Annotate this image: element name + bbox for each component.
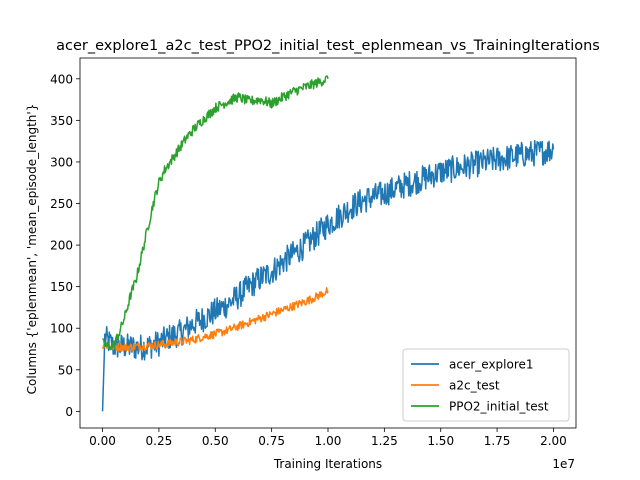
y-tick-label: 100 bbox=[50, 322, 73, 336]
y-tick-label: 250 bbox=[50, 197, 73, 211]
x-axis-offset-label: 1e7 bbox=[552, 457, 575, 471]
y-tick-label: 200 bbox=[50, 239, 73, 253]
chart-title: acer_explore1_a2c_test_PPO2_initial_test… bbox=[56, 38, 600, 54]
x-tick-label: 0.50 bbox=[202, 434, 229, 448]
y-tick-label: 150 bbox=[50, 280, 73, 294]
series-line-acer_explore1 bbox=[101, 139, 555, 412]
y-tick-label: 400 bbox=[50, 72, 73, 86]
axes: 0.00 0.25 0.50 0.75 1.00 1.25 1.50 1.75 2.00 0 50 1… bbox=[50, 57, 577, 448]
legend: acer_explore1 a2c_test PPO2_initial_test bbox=[402, 348, 570, 422]
x-tick-label: 2.00 bbox=[540, 434, 567, 448]
legend-label: PPO2_initial_test bbox=[449, 400, 549, 414]
legend-label: acer_explore1 bbox=[449, 358, 534, 372]
x-axis-label: Training Iterations bbox=[273, 457, 382, 471]
series-line-a2c_test bbox=[101, 287, 329, 352]
series-line-PPO2_initial_test bbox=[102, 75, 329, 351]
y-tick-label: 350 bbox=[50, 114, 73, 128]
x-tick-label: 1.00 bbox=[315, 434, 342, 448]
y-tick-label: 300 bbox=[50, 155, 73, 169]
y-tick-label: 50 bbox=[58, 363, 73, 377]
x-tick-label: 1.75 bbox=[484, 434, 511, 448]
x-tick-label: 1.50 bbox=[427, 434, 454, 448]
x-tick-label: 0.00 bbox=[89, 434, 116, 448]
legend-label: a2c_test bbox=[449, 379, 500, 393]
x-tick-label: 0.25 bbox=[146, 434, 173, 448]
x-tick-label: 1.25 bbox=[371, 434, 398, 448]
x-tick-label: 0.75 bbox=[258, 434, 285, 448]
legend-box bbox=[402, 348, 570, 422]
y-axis-label: Columns {'eplenmean', 'mean_episode_leng… bbox=[25, 104, 39, 395]
y-tick-label: 0 bbox=[65, 405, 73, 419]
plot-area bbox=[101, 75, 555, 412]
